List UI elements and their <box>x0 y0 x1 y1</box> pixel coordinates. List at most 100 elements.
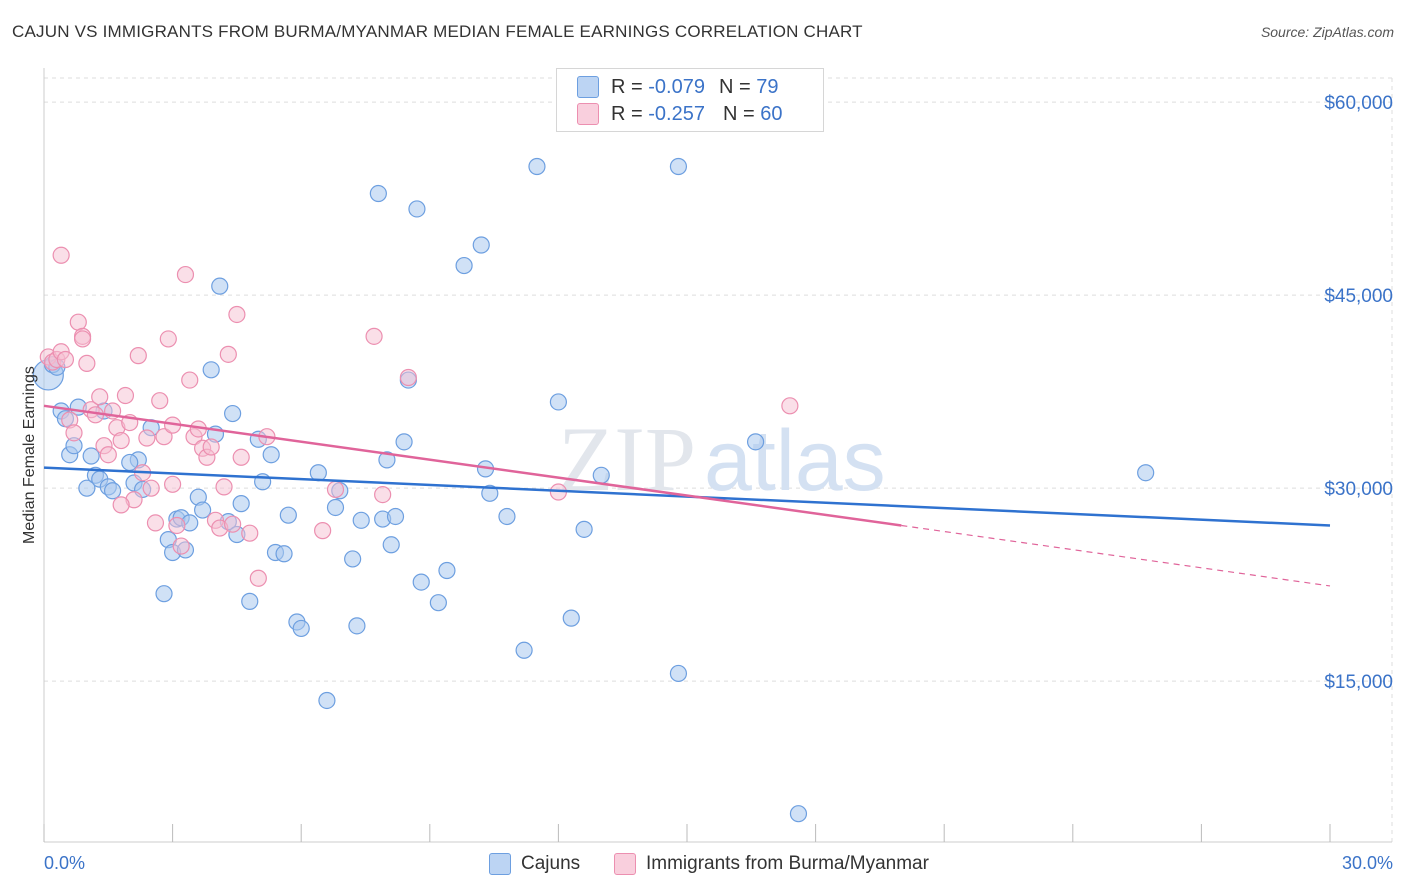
burma-point <box>232 448 250 466</box>
y-tick-label: $15,000 <box>1324 672 1393 693</box>
burma-point <box>52 246 70 264</box>
burma-point <box>146 514 165 532</box>
cajun-point <box>279 506 297 524</box>
burma-point <box>215 478 233 496</box>
cajun-point <box>575 520 593 538</box>
cajuns-legend-swatch <box>489 853 511 875</box>
trend-lines <box>43 404 1331 587</box>
burma-point <box>78 354 96 372</box>
cajun-point <box>429 594 447 612</box>
cajuns-swatch <box>577 76 599 98</box>
cajun-point <box>382 536 400 554</box>
cajun-point <box>378 451 396 469</box>
cajun-point <box>1137 464 1155 482</box>
burma-point <box>176 265 195 284</box>
burma-point <box>249 569 267 587</box>
cajun-point <box>592 466 610 484</box>
r-label: R = <box>611 75 643 98</box>
burma-point <box>138 429 156 447</box>
correlation-legend: R = -0.079 N = 79 R = -0.257 N = 60 <box>556 68 824 132</box>
burma-point <box>65 424 83 442</box>
cajun-point <box>498 507 516 526</box>
burma-point <box>365 327 383 345</box>
cajun-point <box>352 511 370 529</box>
cajun-point <box>318 691 336 710</box>
burma-point <box>112 431 130 450</box>
r-label: R = <box>611 102 643 125</box>
cajun-point <box>395 433 413 451</box>
legend-item-burma: Immigrants from Burma/Myanmar <box>614 852 929 876</box>
cajun-point <box>438 561 456 580</box>
y-axis-label: Median Female Earnings <box>21 366 38 544</box>
burma-legend-label: Immigrants from Burma/Myanmar <box>646 853 929 874</box>
cajuns-legend-label: Cajuns <box>521 853 581 874</box>
burma-point <box>314 522 332 540</box>
burma-point <box>155 428 173 446</box>
cajun-point <box>103 482 122 500</box>
cajun-point <box>194 501 212 519</box>
cajun-point <box>528 157 546 176</box>
burma-point <box>224 515 242 533</box>
cajun-point <box>348 617 366 635</box>
burma-point <box>151 392 169 410</box>
cajun-point <box>472 236 490 254</box>
cajun-point <box>669 157 688 176</box>
burma-point <box>399 368 417 387</box>
burma-point <box>142 479 160 497</box>
cajun-point <box>515 641 533 659</box>
cajun-point <box>562 609 580 627</box>
x-tick-label-max: 30.0% <box>1342 853 1393 873</box>
burma-point <box>112 496 130 514</box>
y-tick-label: $45,000 <box>1324 286 1393 307</box>
cajun-point <box>408 200 426 218</box>
axes <box>43 68 1392 843</box>
burma-point <box>172 537 190 555</box>
burma-point <box>781 397 799 415</box>
cajun-point <box>789 805 808 823</box>
cajun-point <box>386 507 405 526</box>
cajun-point <box>78 479 96 497</box>
n-label: N = <box>718 75 751 98</box>
burma-n-value: 60 <box>760 102 783 125</box>
cajun-point <box>241 592 259 610</box>
legend-row-cajuns: R = -0.079 N = 79 <box>577 74 778 100</box>
cajun-point <box>82 447 100 465</box>
cajun-point <box>369 184 387 203</box>
cajun-point <box>202 361 220 379</box>
burma-point <box>164 475 182 493</box>
burma-point <box>91 388 109 406</box>
burma-point <box>326 480 345 499</box>
burma-point <box>228 305 246 324</box>
burma-point <box>129 347 147 365</box>
cajuns-n-value: 79 <box>756 75 779 98</box>
burma-point <box>219 345 237 363</box>
burma-trend-line <box>43 404 902 527</box>
burma-point <box>99 446 117 464</box>
burma-point <box>181 371 199 389</box>
cajun-point <box>224 404 242 423</box>
n-label: N = <box>722 102 755 125</box>
watermark-atlas: atlas <box>704 413 886 509</box>
cajun-point <box>455 256 473 275</box>
burma-r-value: -0.257 <box>648 102 705 125</box>
cajun-point <box>412 573 430 591</box>
cajun-point <box>155 585 173 603</box>
cajun-point <box>326 498 345 517</box>
burma-point <box>168 516 186 535</box>
cajun-point <box>344 550 362 568</box>
cajun-point <box>232 495 250 513</box>
burma-point <box>69 313 87 331</box>
legend-item-cajuns: Cajuns <box>489 852 580 876</box>
cajun-point <box>121 453 139 472</box>
burma-point <box>159 330 177 348</box>
burma-point <box>374 486 392 504</box>
cajun-point <box>481 484 499 502</box>
burma-legend-swatch <box>614 853 636 875</box>
chart-title: CAJUN VS IMMIGRANTS FROM BURMA/MYANMAR M… <box>12 22 863 41</box>
watermark: ZIP atlas <box>558 408 886 510</box>
cajun-point <box>669 664 688 683</box>
y-tick-label: $30,000 <box>1324 479 1393 500</box>
burma-point <box>241 524 259 542</box>
cajun-point <box>292 619 310 638</box>
